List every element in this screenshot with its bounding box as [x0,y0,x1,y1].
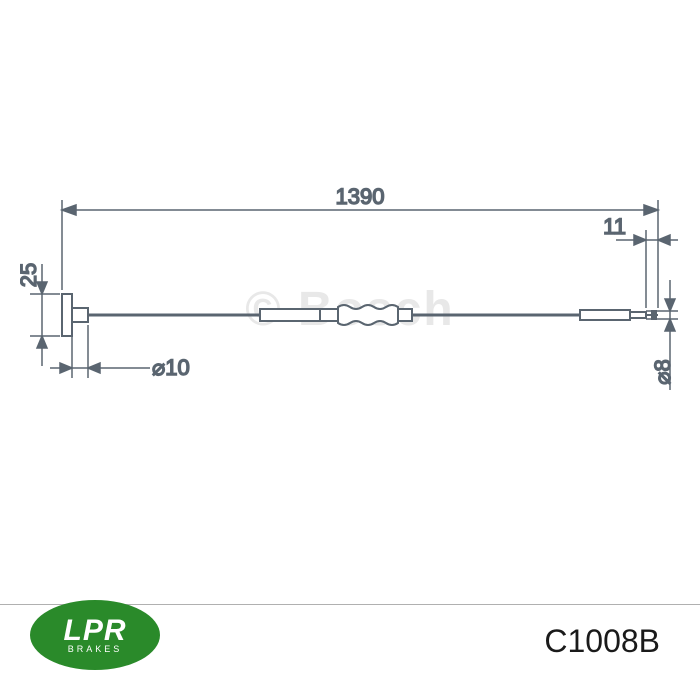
logo-subtext: BRAKES [68,644,123,654]
left-collar [72,308,88,322]
dim-d8-value: ⌀8 [650,359,675,384]
technical-drawing: © Bosch [20,160,680,400]
right-collar [630,312,646,318]
frame: © Bosch [0,0,700,700]
tip-end [652,311,656,319]
dim-right-11: 11 [603,214,678,308]
dim-overall-value: 1390 [336,184,385,209]
logo-badge: LPR BRAKES [30,600,160,670]
diagram-svg: © Bosch [20,160,680,400]
right-sleeve [580,310,630,320]
dim-25-value: 25 [20,263,41,287]
left-block [62,294,72,336]
sleeve-1 [260,309,320,321]
part-number: C1008B [544,623,660,660]
dim-d10-value: ⌀10 [152,355,190,380]
boot [320,305,412,325]
dim-11-value: 11 [603,214,626,239]
dim-d8: ⌀8 [646,280,678,390]
brand-logo: LPR BRAKES [30,600,160,670]
dim-left-25: 25 [20,263,60,366]
logo-text: LPR [64,616,127,646]
